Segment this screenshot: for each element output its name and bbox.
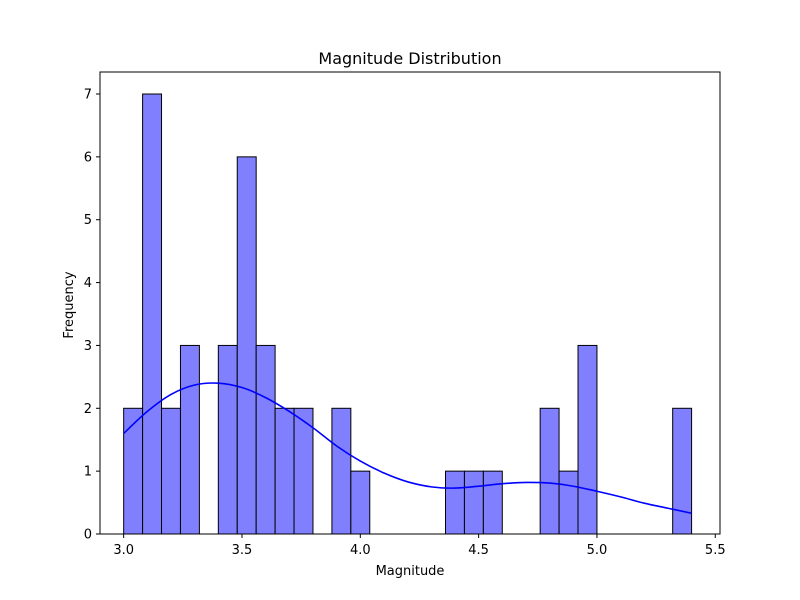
x-tick-label: 4.0 (350, 543, 371, 558)
histogram-bar (539, 407, 560, 535)
bars-group (123, 93, 693, 535)
histogram-bar (482, 470, 503, 535)
histogram-bar (236, 156, 257, 535)
y-tick-label: 2 (84, 402, 92, 417)
histogram-bar (274, 407, 295, 535)
y-tick-label: 4 (84, 276, 92, 291)
x-axis-label: Magnitude (376, 564, 445, 579)
chart-title: Magnitude Distribution (318, 49, 501, 68)
y-tick-label: 6 (84, 150, 92, 165)
kde-line (123, 382, 692, 515)
histogram-bar (179, 344, 200, 535)
axes-group: 3.0 3.5 4.0 4.5 5.0 5.5 0 1 2 3 4 5 6 7 (84, 71, 726, 558)
histogram-bar (161, 407, 181, 535)
histogram-bar (445, 470, 465, 535)
histogram-bar (255, 344, 276, 535)
histogram-bar (331, 407, 352, 535)
y-axis-label: Frequency (62, 271, 77, 338)
x-tick-label: 4.5 (468, 543, 489, 558)
x-tick-label: 3.0 (113, 543, 134, 558)
plot-frame (99, 71, 721, 535)
histogram-bar (577, 344, 598, 535)
x-tick-label: 5.5 (705, 543, 726, 558)
x-tick-label: 5.0 (587, 543, 608, 558)
histogram-bar (142, 93, 163, 535)
histogram-bar (463, 470, 484, 535)
x-tick-label: 3.5 (232, 543, 253, 558)
histogram-bar (123, 407, 144, 535)
kde-group (123, 382, 692, 515)
y-tick-label: 5 (84, 213, 92, 228)
histogram-bar (293, 407, 314, 535)
y-tick-label: 7 (84, 88, 92, 103)
histogram-bar (217, 344, 238, 535)
histogram-bar (558, 470, 579, 535)
y-tick-label: 3 (84, 339, 92, 354)
histogram-bar (350, 470, 371, 535)
y-tick-label: 1 (84, 465, 92, 480)
histogram-bar (672, 407, 693, 535)
y-tick-label: 0 (84, 528, 92, 543)
